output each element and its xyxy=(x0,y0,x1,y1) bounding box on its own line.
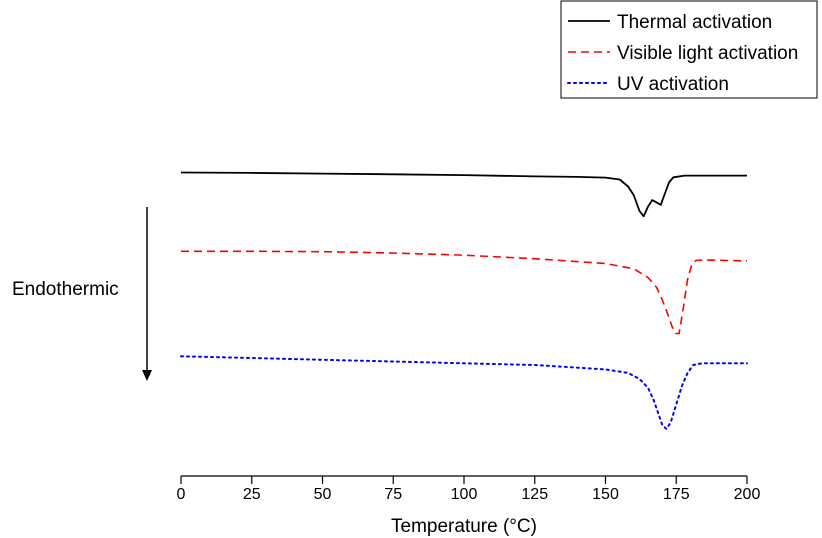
x-tick-label: 125 xyxy=(521,486,548,503)
x-axis-title: Temperature (°C) xyxy=(391,516,537,537)
series-line-2 xyxy=(181,250,748,335)
x-tick-label: 175 xyxy=(663,486,690,503)
x-tick-label: 0 xyxy=(177,486,186,503)
x-tick-label: 150 xyxy=(592,486,619,503)
x-axis-ticks: 0 25 50 75 100 125 150 175 200 xyxy=(177,476,761,503)
legend-label-1: Thermal activation xyxy=(617,12,772,33)
endothermic-label: Endothermic xyxy=(12,279,119,300)
legend-box xyxy=(560,0,818,99)
endothermic-arrow-head xyxy=(142,370,152,381)
legend-label-3: UV activation xyxy=(617,74,729,95)
x-tick-label: 50 xyxy=(314,486,332,503)
annotation-group: Endothermic xyxy=(12,207,152,381)
legend: Thermal activation Visible light activati… xyxy=(560,0,818,99)
x-tick-label: 25 xyxy=(243,486,261,503)
series-group xyxy=(180,171,748,430)
x-tick-label: 75 xyxy=(384,486,402,503)
legend-label-2: Visible light activation xyxy=(617,43,798,64)
series-line-1 xyxy=(180,171,747,218)
x-tick-label: 200 xyxy=(734,486,761,503)
x-tick-label: 100 xyxy=(451,486,478,503)
series-line-3 xyxy=(180,355,748,430)
